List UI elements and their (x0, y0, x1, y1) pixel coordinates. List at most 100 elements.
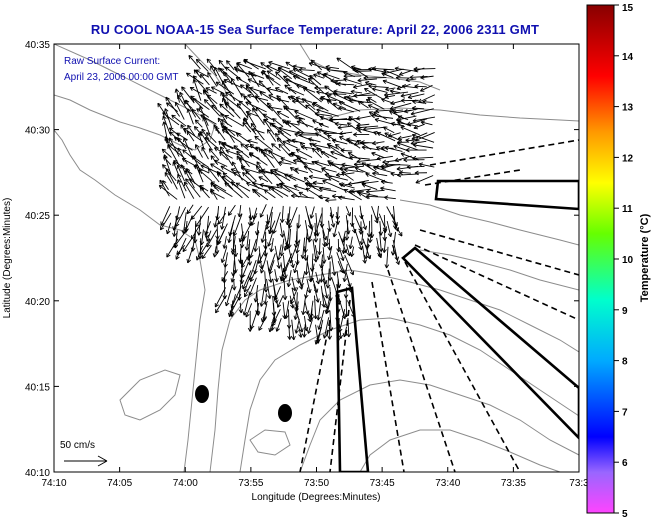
vector-arrow (327, 268, 330, 289)
vector-arrow (200, 186, 205, 190)
vector-arrow (394, 66, 399, 69)
vector-arrow (221, 126, 225, 131)
vector-arrow (404, 111, 409, 114)
vector-arrow (348, 98, 353, 101)
vector-arrow (280, 157, 285, 159)
vector-arrow (250, 268, 257, 282)
vector-arrow (319, 96, 324, 99)
vector-arrow (315, 132, 331, 142)
vector-arrow (305, 187, 309, 192)
vector-arrow (175, 101, 180, 105)
vector-arrow (246, 230, 250, 251)
vector-arrow (220, 91, 225, 95)
vector-arrow (223, 125, 228, 129)
vector-arrow (372, 172, 388, 177)
vector-arrow (241, 167, 261, 174)
vector-arrow (296, 240, 300, 245)
vector-arrow (275, 71, 291, 87)
vector-arrow (189, 87, 193, 92)
vector-arrow (396, 85, 400, 90)
vector-arrow (278, 67, 282, 71)
vector-arrow (315, 212, 319, 237)
vector-arrow (384, 145, 389, 148)
vector-arrow (201, 128, 206, 132)
vector-arrow (268, 327, 271, 333)
vector-arrow (255, 106, 261, 109)
vector-arrow (183, 128, 187, 133)
vector-arrow (182, 212, 187, 234)
vector-arrow (274, 299, 278, 304)
vector-arrow (368, 83, 373, 87)
vector-arrow (255, 95, 258, 100)
vector-arrow (223, 172, 228, 175)
vector-arrow (209, 148, 214, 151)
vector-arrow (200, 114, 217, 125)
vector-arrow (384, 96, 389, 100)
vector-arrow (236, 151, 238, 156)
vector-arrow (318, 238, 321, 255)
vector-arrow (285, 78, 290, 81)
vector-arrow (284, 84, 287, 89)
vector-arrow (196, 108, 199, 113)
vector-arrow (186, 258, 189, 263)
vector-arrow (293, 315, 296, 320)
vector-arrow (251, 212, 258, 226)
vector-arrow (349, 251, 352, 256)
vector-arrow (361, 146, 366, 150)
vector-arrow (356, 118, 361, 121)
vector-arrow (383, 92, 388, 96)
vector-arrow (210, 188, 215, 192)
vector-arrow (244, 279, 250, 293)
vector-arrow (376, 158, 381, 161)
vector-arrow (298, 334, 302, 338)
vector-arrow (338, 335, 342, 339)
vector-arrow (321, 167, 337, 173)
vector-arrow (292, 68, 296, 73)
vector-arrow (284, 247, 288, 251)
vector-arrow (296, 279, 300, 284)
vector-arrow (216, 216, 220, 221)
vector-arrow (330, 297, 333, 302)
vector-arrow (278, 126, 283, 129)
vector-arrow (356, 190, 361, 193)
vector-arrow (230, 168, 235, 173)
vector-arrow (319, 122, 324, 125)
vector-arrow (381, 72, 385, 77)
vector-arrow (373, 131, 377, 136)
vector-arrow (260, 71, 264, 76)
vector-arrow (309, 214, 312, 219)
vector-arrow (252, 107, 257, 111)
vector-arrow (303, 166, 308, 170)
vector-arrow (224, 115, 228, 120)
vector-arrow (210, 155, 215, 158)
vector-arrow (303, 166, 322, 173)
vector-arrow (280, 262, 285, 282)
vector-arrow (384, 196, 388, 200)
vector-arrow (243, 95, 248, 98)
vector-arrow (322, 230, 326, 247)
x-axis-label: Longitude (Degrees:Minutes) (252, 492, 381, 503)
vector-arrow (321, 166, 326, 169)
vector-arrow (383, 126, 387, 131)
vector-arrow (214, 253, 218, 258)
vector-arrow (218, 59, 227, 70)
vector-arrow (324, 91, 329, 95)
vector-arrow (245, 170, 257, 182)
vector-arrow (381, 98, 385, 103)
vector-arrow (335, 295, 338, 300)
vector-arrow (291, 319, 295, 340)
vector-arrow (325, 284, 329, 289)
vector-arrow (288, 153, 292, 158)
vector-arrow (409, 75, 428, 78)
vector-arrow (286, 213, 289, 225)
vector-arrow (353, 84, 357, 88)
plot-title: RU COOL NOAA-15 Sea Surface Temperature:… (90, 22, 540, 37)
vector-arrow (326, 229, 330, 246)
vector-arrow (295, 115, 306, 120)
vector-arrow (393, 110, 397, 114)
vector-arrow (254, 231, 258, 236)
vector-arrow (199, 187, 202, 192)
vector-arrow (166, 102, 169, 107)
vector-arrow (230, 250, 234, 255)
vector-arrow (296, 249, 300, 254)
